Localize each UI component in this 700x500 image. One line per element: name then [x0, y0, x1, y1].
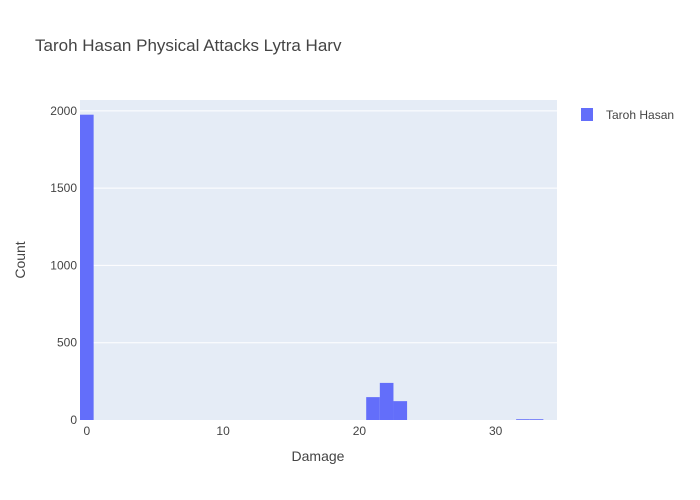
- x-tick-label: 20: [353, 424, 367, 438]
- x-axis-ticks: 0 10 20 30: [83, 424, 502, 438]
- x-tick-label: 10: [216, 424, 230, 438]
- x-tick-label: 0: [83, 424, 90, 438]
- y-axis-label: Count: [12, 241, 28, 278]
- plot-area: [80, 100, 557, 420]
- legend-label: Taroh Hasan: [606, 108, 674, 122]
- y-tick-label: 500: [57, 336, 77, 350]
- histogram-bar[interactable]: [80, 114, 94, 421]
- histogram-bar[interactable]: [366, 397, 380, 420]
- x-tick-label: 30: [489, 424, 503, 438]
- histogram-bar[interactable]: [529, 419, 544, 420]
- x-axis-label: Damage: [292, 448, 345, 464]
- y-tick-label: 2000: [50, 104, 77, 118]
- histogram-bar[interactable]: [393, 401, 408, 420]
- legend-swatch: [581, 108, 593, 121]
- gridlines: [80, 110, 557, 344]
- legend[interactable]: Taroh Hasan: [581, 108, 674, 122]
- y-tick-label: 0: [70, 413, 77, 427]
- y-tick-label: 1500: [50, 181, 77, 195]
- chart-title: Taroh Hasan Physical Attacks Lytra Harv: [35, 36, 342, 55]
- y-axis-ticks: 0 500 1000 1500 2000: [50, 104, 77, 427]
- histogram-bar[interactable]: [379, 382, 394, 420]
- histogram-bar[interactable]: [516, 419, 530, 420]
- bars: [80, 114, 544, 421]
- y-tick-label: 1000: [50, 258, 77, 272]
